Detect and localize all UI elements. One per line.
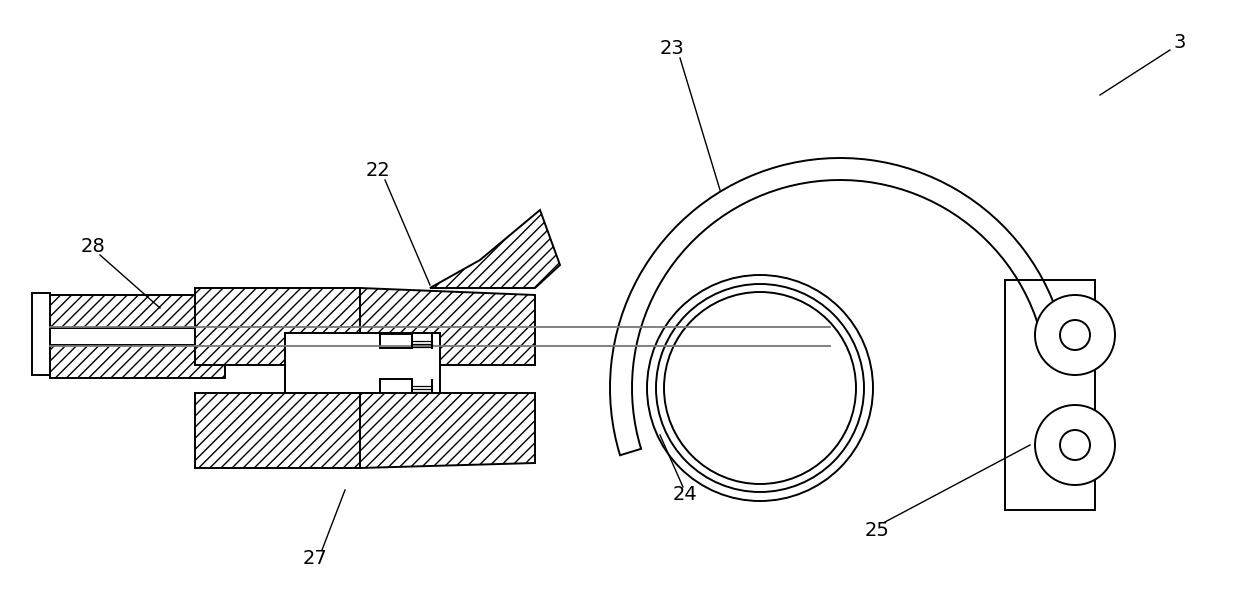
Bar — [50, 345, 225, 378]
Text: 3: 3 — [1173, 32, 1186, 52]
Ellipse shape — [655, 284, 864, 492]
Bar — [380, 334, 413, 348]
Bar — [50, 295, 225, 328]
Polygon shape — [361, 393, 535, 468]
Text: 25: 25 — [865, 520, 890, 540]
Ellipse shape — [1061, 320, 1090, 350]
Ellipse shape — [1035, 295, 1115, 375]
Bar — [195, 288, 361, 365]
Bar — [285, 333, 440, 393]
Text: 24: 24 — [673, 486, 698, 504]
Bar — [195, 288, 361, 365]
Bar — [50, 345, 225, 378]
Text: 23: 23 — [659, 38, 684, 58]
Bar — [50, 295, 225, 328]
Bar — [380, 379, 413, 393]
Bar — [32, 293, 50, 375]
Bar — [195, 393, 361, 468]
Bar — [1005, 280, 1095, 510]
Text: 27: 27 — [302, 549, 327, 567]
Ellipse shape — [1061, 430, 1090, 460]
Text: 22: 22 — [366, 160, 390, 180]
Polygon shape — [361, 288, 535, 365]
Ellipse shape — [647, 275, 873, 501]
Text: 28: 28 — [81, 237, 105, 257]
Ellipse shape — [664, 292, 856, 484]
Polygon shape — [430, 210, 560, 288]
Bar — [195, 393, 361, 468]
Ellipse shape — [1035, 405, 1115, 485]
